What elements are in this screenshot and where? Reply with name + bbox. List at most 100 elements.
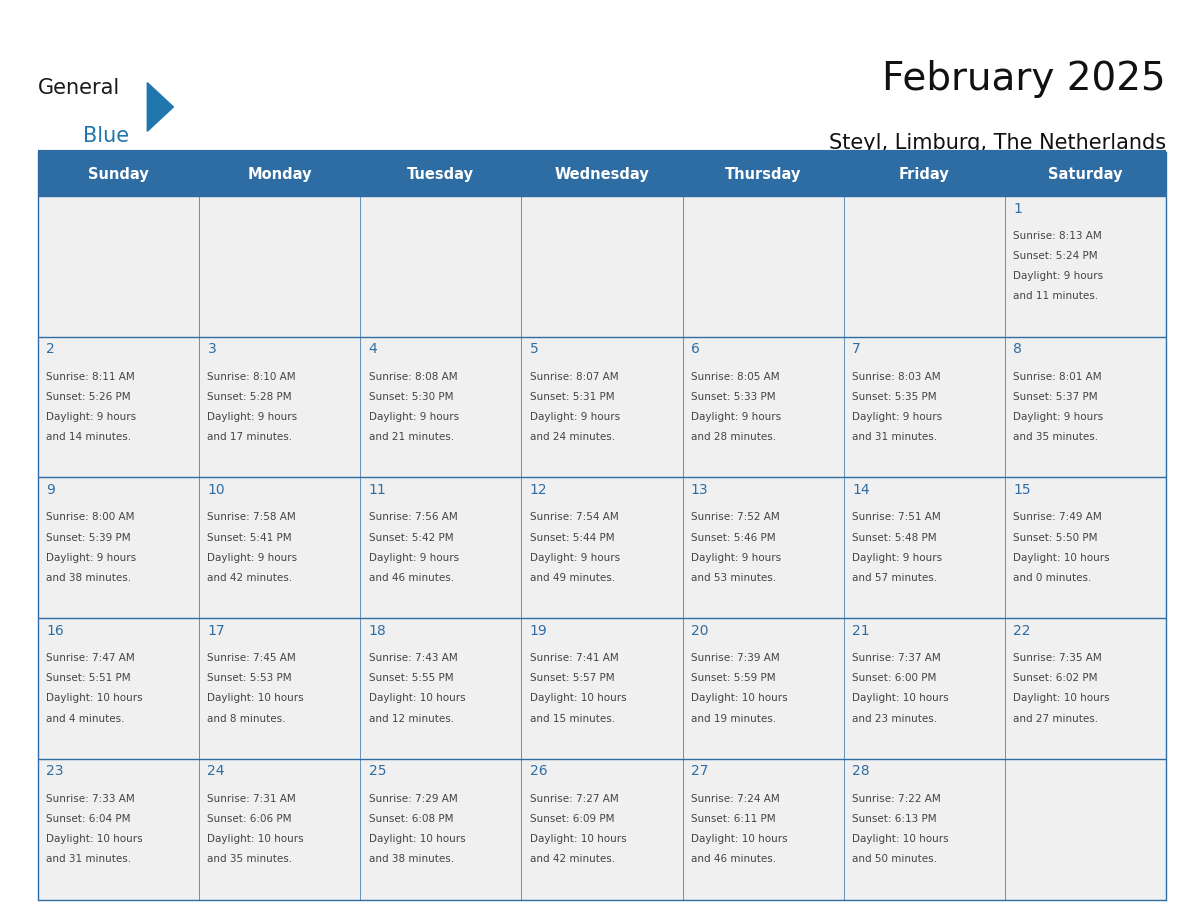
Bar — [38, 337, 200, 477]
Text: Daylight: 10 hours: Daylight: 10 hours — [852, 834, 949, 845]
Bar — [360, 337, 522, 477]
Text: Sunrise: 8:07 AM: Sunrise: 8:07 AM — [530, 372, 619, 382]
Text: 6: 6 — [691, 342, 700, 356]
Text: Daylight: 10 hours: Daylight: 10 hours — [1013, 693, 1110, 703]
Bar — [522, 477, 683, 618]
Text: 8: 8 — [1013, 342, 1022, 356]
Text: and 42 minutes.: and 42 minutes. — [530, 855, 615, 865]
Text: Sunrise: 7:27 AM: Sunrise: 7:27 AM — [530, 794, 619, 804]
Text: and 23 minutes.: and 23 minutes. — [852, 713, 937, 723]
Bar — [683, 618, 843, 759]
Text: and 11 minutes.: and 11 minutes. — [1013, 292, 1098, 301]
Text: 7: 7 — [852, 342, 861, 356]
Bar — [200, 337, 360, 477]
Text: Daylight: 9 hours: Daylight: 9 hours — [46, 553, 137, 563]
Text: Daylight: 10 hours: Daylight: 10 hours — [208, 834, 304, 845]
Text: Sunset: 5:59 PM: Sunset: 5:59 PM — [691, 673, 776, 683]
Text: Daylight: 9 hours: Daylight: 9 hours — [530, 412, 620, 422]
Text: Sunset: 5:51 PM: Sunset: 5:51 PM — [46, 673, 131, 683]
Text: Sunrise: 7:24 AM: Sunrise: 7:24 AM — [691, 794, 779, 804]
Text: 17: 17 — [208, 623, 225, 638]
Text: Sunset: 5:35 PM: Sunset: 5:35 PM — [852, 392, 936, 402]
Text: February 2025: February 2025 — [883, 60, 1165, 97]
Text: Sunrise: 7:45 AM: Sunrise: 7:45 AM — [208, 653, 296, 663]
Bar — [683, 477, 843, 618]
Text: Sunset: 5:46 PM: Sunset: 5:46 PM — [691, 532, 776, 543]
Text: Sunset: 5:26 PM: Sunset: 5:26 PM — [46, 392, 131, 402]
Text: Sunrise: 8:10 AM: Sunrise: 8:10 AM — [208, 372, 296, 382]
Text: Sunrise: 7:52 AM: Sunrise: 7:52 AM — [691, 512, 779, 522]
Text: Sunset: 6:02 PM: Sunset: 6:02 PM — [1013, 673, 1098, 683]
Text: 19: 19 — [530, 623, 548, 638]
Text: Friday: Friday — [899, 166, 949, 182]
Bar — [843, 618, 1005, 759]
Text: and 38 minutes.: and 38 minutes. — [46, 573, 132, 583]
Text: Daylight: 10 hours: Daylight: 10 hours — [1013, 553, 1110, 563]
Text: and 31 minutes.: and 31 minutes. — [46, 855, 132, 865]
Text: and 17 minutes.: and 17 minutes. — [208, 432, 292, 442]
Text: and 35 minutes.: and 35 minutes. — [1013, 432, 1098, 442]
Text: 18: 18 — [368, 623, 386, 638]
Text: Daylight: 9 hours: Daylight: 9 hours — [46, 412, 137, 422]
Bar — [683, 337, 843, 477]
Text: Sunset: 5:55 PM: Sunset: 5:55 PM — [368, 673, 454, 683]
Bar — [1005, 477, 1165, 618]
Text: 9: 9 — [46, 483, 55, 497]
Text: Daylight: 10 hours: Daylight: 10 hours — [691, 693, 788, 703]
Text: Sunset: 6:13 PM: Sunset: 6:13 PM — [852, 814, 936, 824]
Text: and 12 minutes.: and 12 minutes. — [368, 713, 454, 723]
Text: Sunset: 6:09 PM: Sunset: 6:09 PM — [530, 814, 614, 824]
Text: Sunset: 5:37 PM: Sunset: 5:37 PM — [1013, 392, 1098, 402]
Text: Sunday: Sunday — [88, 166, 148, 182]
Text: Daylight: 9 hours: Daylight: 9 hours — [368, 553, 459, 563]
Text: and 42 minutes.: and 42 minutes. — [208, 573, 292, 583]
Text: 11: 11 — [368, 483, 386, 497]
Bar — [360, 759, 522, 900]
Text: and 28 minutes.: and 28 minutes. — [691, 432, 776, 442]
Text: 27: 27 — [691, 765, 708, 778]
Bar — [522, 759, 683, 900]
Text: 13: 13 — [691, 483, 708, 497]
Text: Daylight: 9 hours: Daylight: 9 hours — [691, 553, 781, 563]
Bar — [522, 337, 683, 477]
Text: 22: 22 — [1013, 623, 1031, 638]
Bar — [522, 196, 683, 337]
Text: Thursday: Thursday — [725, 166, 802, 182]
Bar — [843, 196, 1005, 337]
Text: 26: 26 — [530, 765, 548, 778]
Text: Sunrise: 8:08 AM: Sunrise: 8:08 AM — [368, 372, 457, 382]
Text: Sunrise: 7:29 AM: Sunrise: 7:29 AM — [368, 794, 457, 804]
Text: Daylight: 9 hours: Daylight: 9 hours — [208, 412, 297, 422]
Bar — [1005, 618, 1165, 759]
Text: Sunset: 5:50 PM: Sunset: 5:50 PM — [1013, 532, 1098, 543]
Text: General: General — [38, 78, 120, 98]
Text: 15: 15 — [1013, 483, 1031, 497]
Bar — [1005, 337, 1165, 477]
Bar — [1005, 196, 1165, 337]
Text: Sunset: 6:08 PM: Sunset: 6:08 PM — [368, 814, 453, 824]
Text: Daylight: 10 hours: Daylight: 10 hours — [691, 834, 788, 845]
Text: Sunset: 5:53 PM: Sunset: 5:53 PM — [208, 673, 292, 683]
Text: Sunset: 5:24 PM: Sunset: 5:24 PM — [1013, 252, 1098, 261]
Bar — [200, 477, 360, 618]
Text: 3: 3 — [208, 342, 216, 356]
Text: Sunrise: 7:54 AM: Sunrise: 7:54 AM — [530, 512, 619, 522]
Text: and 24 minutes.: and 24 minutes. — [530, 432, 615, 442]
Text: Sunset: 6:11 PM: Sunset: 6:11 PM — [691, 814, 776, 824]
Bar — [200, 196, 360, 337]
Text: Daylight: 9 hours: Daylight: 9 hours — [208, 553, 297, 563]
Text: and 38 minutes.: and 38 minutes. — [368, 855, 454, 865]
Text: Sunrise: 7:43 AM: Sunrise: 7:43 AM — [368, 653, 457, 663]
Text: Sunrise: 8:05 AM: Sunrise: 8:05 AM — [691, 372, 779, 382]
Text: Sunrise: 7:31 AM: Sunrise: 7:31 AM — [208, 794, 296, 804]
Text: Daylight: 10 hours: Daylight: 10 hours — [46, 834, 143, 845]
Text: Daylight: 9 hours: Daylight: 9 hours — [368, 412, 459, 422]
Text: 5: 5 — [530, 342, 538, 356]
Text: 28: 28 — [852, 765, 870, 778]
Text: Daylight: 9 hours: Daylight: 9 hours — [852, 553, 942, 563]
Text: Daylight: 9 hours: Daylight: 9 hours — [1013, 412, 1104, 422]
Text: Steyl, Limburg, The Netherlands: Steyl, Limburg, The Netherlands — [829, 133, 1165, 153]
Text: Daylight: 10 hours: Daylight: 10 hours — [530, 693, 626, 703]
Text: Sunrise: 8:00 AM: Sunrise: 8:00 AM — [46, 512, 134, 522]
Text: Daylight: 9 hours: Daylight: 9 hours — [691, 412, 781, 422]
